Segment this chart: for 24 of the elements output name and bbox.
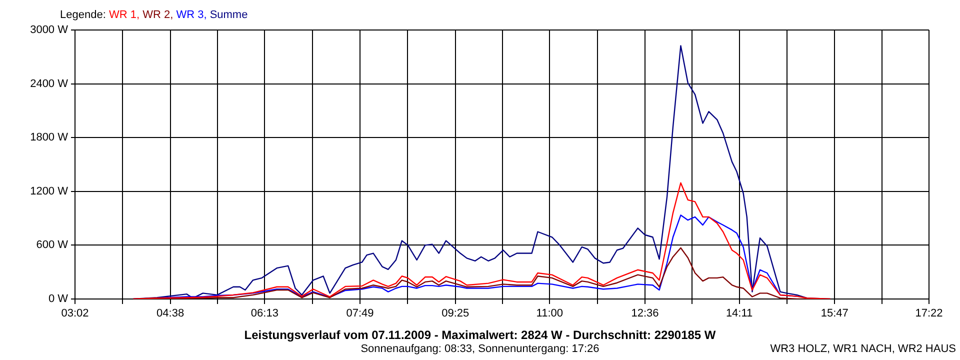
y-tick-label: 0 W: [48, 293, 69, 306]
x-tick-label: 06:13: [250, 308, 278, 320]
x-tick-label: 03:02: [61, 308, 89, 320]
y-tick-label: 3000 W: [30, 24, 69, 36]
y-tick-label: 600 W: [36, 239, 69, 252]
x-tick-label: 14:11: [726, 308, 753, 320]
text: Sonnenaufgang: 08:33, Sonnenuntergang: 17:26: [360, 343, 600, 355]
y-tick-label: 2400 W: [30, 78, 69, 90]
text: Leistungsverlauf vom 07.11.2009 - Maximalwert: 2824 W - Durchschnitt: 2290185 W: [243, 328, 717, 342]
x-tick-label: 12:36: [631, 308, 659, 320]
x-tick-label: 15:47: [820, 308, 848, 320]
x-tick-label: 04:38: [156, 308, 184, 320]
text: WR3 HOLZ, WR1 NACH, WR2 HAUS: [770, 343, 956, 355]
x-tick-label: 11:00: [536, 308, 564, 320]
x-tick-label: 17:22: [915, 308, 943, 320]
text: WR 1,: [108, 9, 140, 21]
y-tick-label: 1800 W: [30, 132, 69, 144]
text: WR 3,: [176, 9, 208, 21]
text: Summe: [210, 9, 248, 21]
x-tick-label: 09:25: [442, 308, 470, 320]
x-tick-label: 07:49: [346, 308, 374, 320]
legend-title: Legende:: [60, 9, 106, 21]
text: WR 2,: [142, 9, 174, 21]
y-tick-label: 1200 W: [30, 185, 69, 198]
